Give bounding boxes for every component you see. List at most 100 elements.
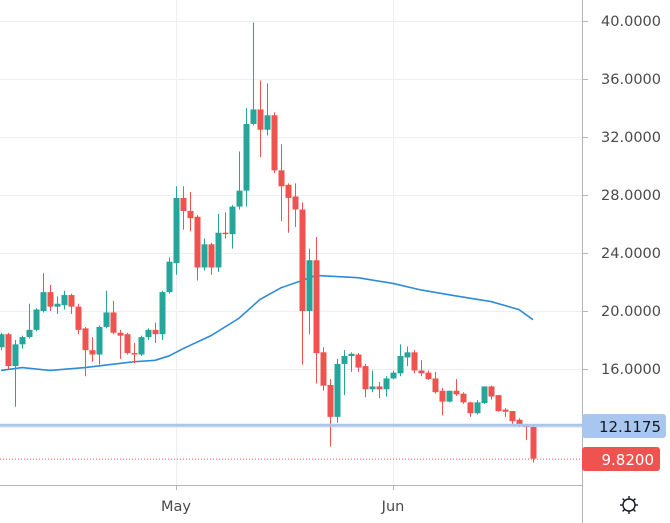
- candle-04-09[interactable]: [19, 335, 26, 349]
- candle-06-04[interactable]: [411, 350, 418, 374]
- candle-04-25[interactable]: [131, 342, 138, 364]
- candle-04-16[interactable]: [68, 293, 75, 314]
- candle-05-21[interactable]: [313, 237, 320, 384]
- candle-04-19[interactable]: [89, 337, 96, 362]
- candle-body: [495, 395, 502, 412]
- candle-05-15[interactable]: [271, 112, 278, 174]
- candle-06-11[interactable]: [460, 392, 467, 404]
- candle-05-23[interactable]: [327, 379, 334, 447]
- candle-06-21[interactable]: [530, 425, 537, 463]
- candle-05-31[interactable]: [383, 376, 390, 397]
- candle-05-17[interactable]: [285, 183, 292, 233]
- candle-body: [201, 244, 208, 268]
- candle-body: [33, 309, 40, 330]
- candle-06-02[interactable]: [397, 344, 404, 377]
- candle-body: [131, 353, 138, 355]
- candle-05-18[interactable]: [292, 183, 299, 227]
- candle-06-17[interactable]: [502, 408, 509, 417]
- candle-06-03[interactable]: [404, 346, 411, 367]
- candle-04-17[interactable]: [75, 303, 82, 335]
- candle-body: [313, 260, 320, 354]
- candle-05-05[interactable]: [201, 238, 208, 271]
- candle-04-30[interactable]: [166, 257, 173, 294]
- candle-05-19[interactable]: [299, 202, 306, 365]
- candle-05-30[interactable]: [376, 382, 383, 398]
- candle-04-10[interactable]: [26, 303, 33, 339]
- candle-06-09[interactable]: [446, 390, 453, 403]
- hline-label: 12.1175: [582, 414, 666, 438]
- candle-06-14[interactable]: [481, 386, 488, 404]
- candle-05-13[interactable]: [257, 80, 264, 158]
- candle-06-18[interactable]: [509, 411, 516, 425]
- candle-04-26[interactable]: [138, 335, 145, 356]
- candle-body: [257, 109, 264, 130]
- candle-06-16[interactable]: [495, 395, 502, 412]
- candle-05-04[interactable]: [194, 215, 201, 281]
- candle-06-12[interactable]: [467, 401, 474, 417]
- candle-body: [481, 386, 488, 404]
- candle-05-29[interactable]: [369, 370, 376, 393]
- candle-05-27[interactable]: [355, 353, 362, 372]
- candle-body: [47, 292, 54, 307]
- candle-04-08[interactable]: [12, 340, 19, 407]
- candle-06-13[interactable]: [474, 400, 481, 415]
- price-axis[interactable]: 40.0000 36.0000 32.0000 28.0000 24.0000 20.00…: [583, 14, 661, 378]
- candle-05-14[interactable]: [264, 83, 271, 136]
- candle-04-27[interactable]: [145, 328, 152, 340]
- candle-04-06[interactable]: [0, 332, 5, 351]
- candle-05-16[interactable]: [278, 144, 285, 222]
- candle-05-03[interactable]: [187, 192, 194, 232]
- candle-04-07[interactable]: [5, 332, 12, 369]
- candle-05-22[interactable]: [320, 347, 327, 391]
- candle-body: [152, 329, 159, 335]
- x-tick-label: Jun: [381, 499, 405, 515]
- candle-body: [530, 427, 537, 459]
- candle-06-15[interactable]: [488, 385, 495, 400]
- candle-05-11[interactable]: [243, 108, 250, 207]
- candle-06-05[interactable]: [418, 360, 425, 377]
- candle-06-01[interactable]: [390, 370, 397, 380]
- candle-06-07[interactable]: [432, 371, 439, 394]
- candle-06-10[interactable]: [453, 379, 460, 396]
- candle-05-20[interactable]: [306, 248, 313, 335]
- candle-05-07[interactable]: [215, 213, 222, 272]
- candle-body: [264, 115, 271, 130]
- candle-04-21[interactable]: [103, 290, 110, 329]
- candle-04-11[interactable]: [33, 308, 40, 332]
- candle-04-18[interactable]: [82, 326, 89, 377]
- candle-05-28[interactable]: [362, 363, 369, 398]
- candle-04-15[interactable]: [61, 290, 68, 310]
- candle-body: [369, 386, 376, 390]
- candle-06-06[interactable]: [425, 370, 432, 380]
- candle-04-13[interactable]: [47, 284, 54, 311]
- candle-06-08[interactable]: [439, 387, 446, 416]
- candle-04-28[interactable]: [152, 322, 159, 343]
- candle-04-20[interactable]: [96, 325, 103, 365]
- candle-body: [75, 306, 82, 330]
- candle-05-10[interactable]: [236, 151, 243, 210]
- candle-04-14[interactable]: [54, 296, 61, 314]
- candle-05-08[interactable]: [222, 212, 229, 239]
- candle-05-06[interactable]: [208, 242, 215, 275]
- candle-body: [292, 196, 299, 210]
- candle-04-12[interactable]: [40, 273, 47, 313]
- candle-05-02[interactable]: [180, 186, 187, 230]
- gear-icon[interactable]: [620, 496, 638, 514]
- candle-05-12[interactable]: [250, 22, 257, 126]
- candle-04-29[interactable]: [159, 290, 166, 340]
- candle-body: [474, 402, 481, 414]
- candle-body: [5, 334, 12, 367]
- candle-05-25[interactable]: [341, 350, 348, 396]
- candle-05-09[interactable]: [229, 205, 236, 249]
- candle-04-24[interactable]: [124, 332, 131, 355]
- candle-05-24[interactable]: [334, 358, 341, 423]
- candle-body: [509, 411, 516, 422]
- candle-04-23[interactable]: [117, 329, 124, 359]
- y-tick-label: 32.0000: [601, 130, 661, 146]
- candle-05-26[interactable]: [348, 352, 355, 372]
- time-axis[interactable]: May Jun: [161, 486, 404, 515]
- candle-body: [390, 372, 397, 379]
- candle-04-22[interactable]: [110, 300, 117, 335]
- candle-05-01[interactable]: [173, 186, 180, 275]
